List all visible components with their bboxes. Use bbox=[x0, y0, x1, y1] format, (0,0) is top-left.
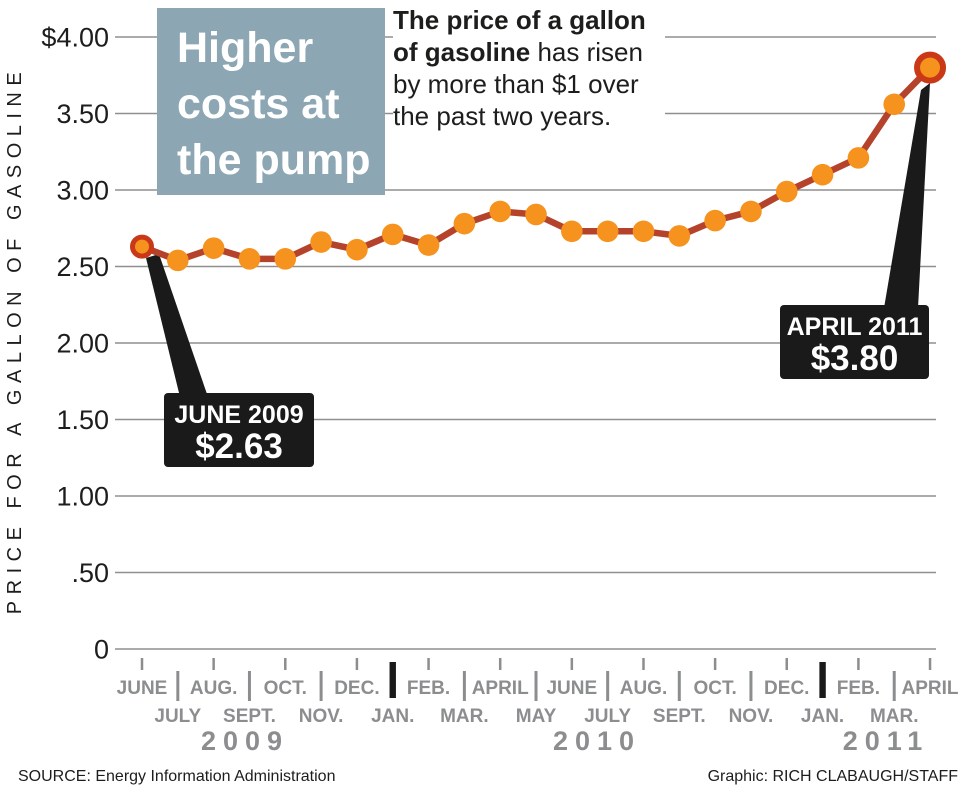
month-label: MAR. bbox=[440, 706, 489, 727]
month-label: NOV. bbox=[729, 706, 774, 727]
data-point bbox=[167, 249, 189, 272]
source-credit: SOURCE: Energy Information Administratio… bbox=[18, 768, 336, 785]
year-label: 2010 bbox=[553, 726, 641, 756]
data-point bbox=[847, 147, 870, 169]
data-point bbox=[775, 180, 798, 203]
data-point bbox=[561, 220, 583, 243]
month-label: FEB. bbox=[837, 678, 880, 699]
month-label: OCT. bbox=[693, 678, 736, 699]
month-label: MAR. bbox=[870, 706, 919, 727]
month-label: JAN. bbox=[371, 706, 414, 727]
data-point bbox=[704, 209, 726, 232]
month-label: JUNE bbox=[546, 678, 597, 699]
month-label: JAN. bbox=[801, 706, 844, 727]
y-tick-label: 3.00 bbox=[56, 176, 109, 206]
data-point bbox=[596, 220, 619, 243]
y-tick-label: 1.50 bbox=[56, 405, 109, 435]
data-point bbox=[381, 223, 404, 246]
data-point-end bbox=[914, 51, 947, 84]
month-label: SEPT. bbox=[653, 706, 706, 727]
y-tick-label: .50 bbox=[71, 558, 109, 588]
month-label: JUNE bbox=[117, 678, 168, 699]
chart-subtitle-bold: The price of a gallon of gasoline bbox=[393, 5, 646, 67]
month-label: APRIL bbox=[472, 678, 529, 699]
graphic-credit: Graphic: RICH CLABAUGH/STAFF bbox=[707, 768, 958, 785]
month-label: AUG. bbox=[620, 678, 668, 699]
data-point bbox=[811, 163, 834, 186]
y-tick-label: 1.00 bbox=[56, 482, 109, 512]
month-label: NOV. bbox=[299, 706, 344, 727]
data-point bbox=[346, 238, 368, 261]
data-point bbox=[668, 225, 691, 247]
data-point bbox=[525, 203, 547, 226]
callout-price-label: $2.63 bbox=[195, 427, 283, 466]
month-label: SEPT. bbox=[223, 706, 276, 727]
data-point bbox=[489, 200, 512, 223]
y-axis-title: PRICE FOR A GALLON OF GASOLINE bbox=[4, 65, 26, 615]
year-label: 2011 bbox=[843, 726, 930, 756]
data-point bbox=[310, 231, 332, 253]
y-tick-label: 2.50 bbox=[56, 252, 109, 282]
callout-pointer bbox=[884, 83, 930, 308]
month-label: JULY bbox=[154, 706, 201, 727]
chart-subtitle: The price of a gallon of gasoline has ri… bbox=[393, 4, 665, 138]
month-label: MAY bbox=[516, 706, 557, 727]
chart-title-line: costs at bbox=[177, 80, 340, 128]
data-point bbox=[740, 200, 762, 223]
callout-april-2011: APRIL 2011 $3.80 bbox=[780, 305, 929, 379]
data-point-start bbox=[130, 234, 154, 259]
chart-title-line: Higher bbox=[177, 24, 314, 72]
month-label: DEC. bbox=[334, 678, 379, 699]
y-tick-label: $4.00 bbox=[41, 23, 109, 53]
month-label: OCT. bbox=[264, 678, 307, 699]
y-tick-label: 2.00 bbox=[56, 329, 109, 359]
month-label: APRIL bbox=[902, 678, 959, 699]
data-point bbox=[417, 234, 440, 256]
chart-title-line: the pump bbox=[177, 136, 371, 184]
month-label: DEC. bbox=[764, 678, 809, 699]
callout-date-label: JUNE 2009 bbox=[174, 401, 304, 429]
callout-price-label: $3.80 bbox=[810, 339, 899, 378]
chart-title-box: Higher costs at the pump bbox=[157, 8, 385, 195]
year-label: 2009 bbox=[201, 726, 289, 756]
month-label: AUG. bbox=[190, 678, 238, 699]
y-tick-label: 3.50 bbox=[56, 99, 109, 129]
year-divider bbox=[389, 662, 396, 698]
callout-pointer bbox=[146, 254, 208, 397]
data-point bbox=[274, 248, 297, 270]
callout-date-label: APRIL 2011 bbox=[786, 313, 923, 341]
month-label: JULY bbox=[584, 706, 631, 727]
month-label: FEB. bbox=[407, 678, 450, 699]
chart-subtitle-rest: has risen by more than $1 over the past … bbox=[393, 37, 643, 131]
y-tick-label: 0 bbox=[94, 635, 109, 665]
year-divider bbox=[819, 662, 826, 698]
data-point bbox=[202, 237, 225, 259]
data-point bbox=[883, 93, 906, 116]
data-point bbox=[453, 212, 476, 235]
data-point bbox=[238, 248, 261, 270]
callout-june-2009: JUNE 2009 $2.63 bbox=[164, 393, 314, 467]
data-point bbox=[632, 220, 655, 243]
